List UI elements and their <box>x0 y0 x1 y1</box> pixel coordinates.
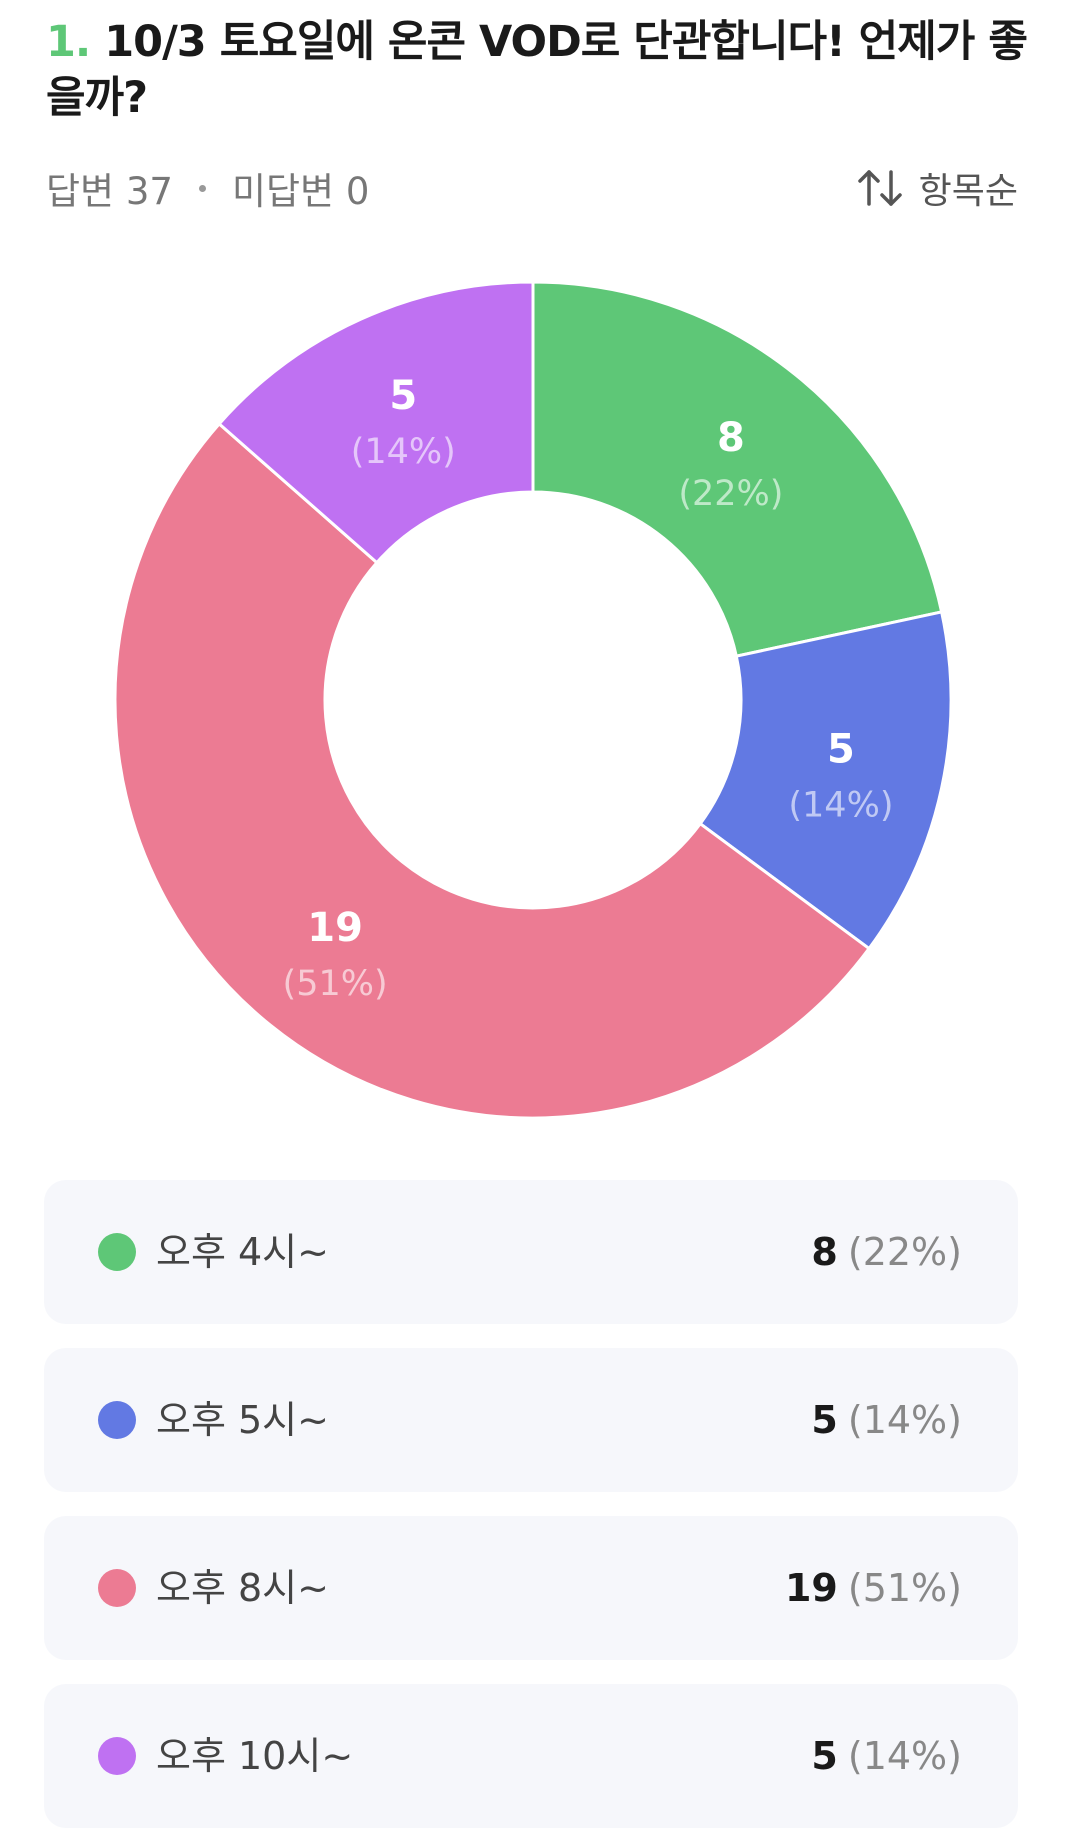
donut-slice <box>113 421 872 1120</box>
response-stats: 답변 37 미답변 0 <box>46 160 369 216</box>
legend-count: 5 <box>811 1398 838 1442</box>
legend-item[interactable]: 오후 5시~ 5 (14%) <box>44 1348 1018 1492</box>
donut-slice <box>698 610 953 951</box>
legend-swatch <box>98 1233 136 1271</box>
legend-value: 5 (14%) <box>811 1348 962 1492</box>
legend-count: 19 <box>784 1566 838 1610</box>
sort-arrows-icon <box>857 170 902 206</box>
legend-count: 8 <box>811 1230 838 1274</box>
question-text: 10/3 토요일에 온콘 VOD로 단관합니다! 언제가 좋을까? <box>46 17 1028 123</box>
legend-swatch <box>98 1569 136 1607</box>
slice-value-label: 8 <box>717 415 745 461</box>
separator-dot <box>198 184 206 192</box>
legend-label: 오후 4시~ <box>156 1230 329 1274</box>
legend-count: 5 <box>811 1734 838 1778</box>
legend-percent: (14%) <box>847 1734 962 1778</box>
legend-item[interactable]: 오후 8시~ 19 (51%) <box>44 1516 1018 1660</box>
legend-percent: (14%) <box>847 1398 962 1442</box>
slice-percent-label: (14%) <box>788 785 893 825</box>
slice-value-label: 5 <box>389 373 417 419</box>
donut-slice <box>531 280 944 658</box>
legend-swatch <box>98 1737 136 1775</box>
legend-label: 오후 5시~ <box>156 1398 329 1442</box>
legend-value: 8 (22%) <box>811 1180 962 1324</box>
legend-percent: (22%) <box>847 1230 962 1274</box>
legend-swatch <box>98 1401 136 1439</box>
legend-label: 오후 8시~ <box>156 1566 329 1610</box>
legend-label: 오후 10시~ <box>156 1734 354 1778</box>
legend-value: 5 (14%) <box>811 1684 962 1828</box>
question-number: 1. <box>46 17 91 67</box>
legend-item[interactable]: 오후 10시~ 5 (14%) <box>44 1684 1018 1828</box>
question-title: 1. 10/3 토요일에 온콘 VOD로 단관합니다! 언제가 좋을까? <box>46 14 1036 126</box>
slice-percent-label: (14%) <box>351 432 456 472</box>
answered-count: 답변 37 <box>46 170 173 213</box>
legend-value: 19 (51%) <box>785 1516 962 1660</box>
slice-value-label: 19 <box>307 905 363 951</box>
donut-chart: 8 (22%) 5 (14%) 19 (51%) 5 (14%) <box>113 280 953 1120</box>
legend-percent: (51%) <box>847 1566 962 1610</box>
slice-percent-label: (51%) <box>283 964 388 1004</box>
slice-value-label: 5 <box>827 726 855 772</box>
donut-slice <box>217 280 535 565</box>
sort-button[interactable]: 항목순 <box>855 160 1018 216</box>
slice-percent-label: (22%) <box>678 474 783 514</box>
sort-label: 항목순 <box>918 171 1018 212</box>
unanswered-count: 미답변 0 <box>231 170 370 213</box>
legend-item[interactable]: 오후 4시~ 8 (22%) <box>44 1180 1018 1324</box>
